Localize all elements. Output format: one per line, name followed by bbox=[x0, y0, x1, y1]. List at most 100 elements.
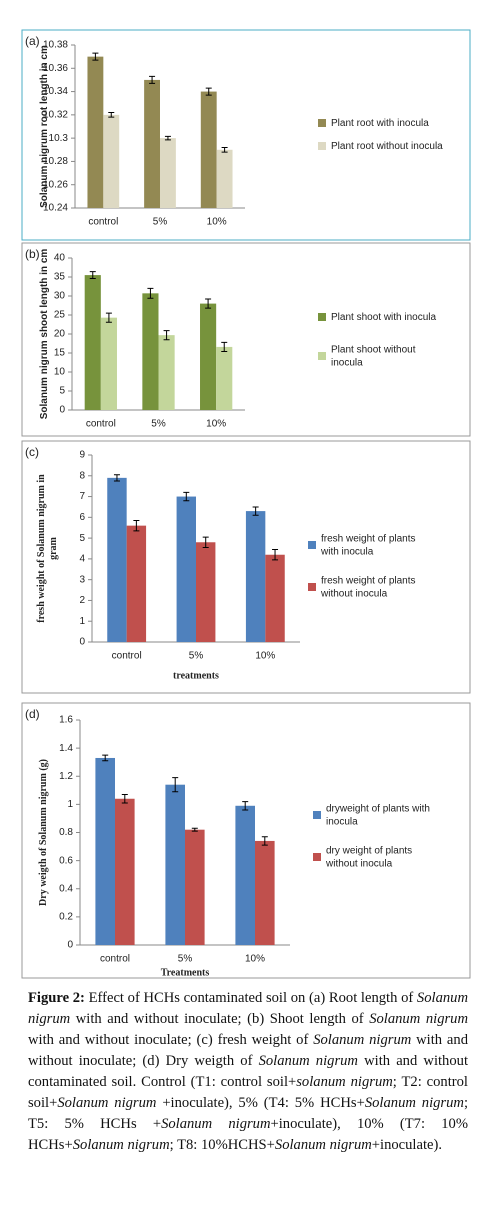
legend-swatch bbox=[318, 142, 326, 150]
x-tick-label: 5% bbox=[153, 217, 168, 228]
caption-text: Solanum nigrum bbox=[364, 1095, 464, 1111]
bar bbox=[255, 840, 275, 945]
y-tick-label: 0 bbox=[67, 940, 73, 951]
x-axis-label: Treatments bbox=[161, 967, 210, 978]
y-tick-label: 0 bbox=[59, 405, 65, 416]
caption-text: Effect of HCHs contaminated soil on (a) … bbox=[84, 990, 417, 1006]
error-bar bbox=[205, 298, 212, 309]
panel-label: (b) bbox=[25, 247, 40, 261]
figure-caption: Figure 2: Effect of HCHs contaminated so… bbox=[28, 988, 468, 1156]
caption-text: +inoculate), 10% (T7: 10% HCHs+ bbox=[28, 1116, 472, 1153]
bar bbox=[158, 335, 175, 410]
y-tick-label: 1 bbox=[67, 799, 73, 810]
y-tick-label: 15 bbox=[54, 348, 66, 359]
error-bar bbox=[221, 341, 228, 352]
y-tick-label: 35 bbox=[54, 272, 66, 283]
y-tick-label: 2 bbox=[79, 595, 85, 606]
legend-swatch bbox=[308, 583, 316, 591]
bar bbox=[200, 303, 217, 410]
caption-text: Solanum nigrum bbox=[258, 1053, 358, 1069]
x-tick-label: control bbox=[112, 651, 142, 662]
bar bbox=[87, 56, 104, 209]
legend-label: fresh weight of plants with inocula bbox=[320, 533, 416, 557]
x-tick-label: 10% bbox=[206, 419, 226, 430]
x-tick-label: control bbox=[100, 954, 130, 965]
error-bar bbox=[261, 836, 268, 846]
x-tick-label: 5% bbox=[151, 419, 166, 430]
panel-frame bbox=[21, 702, 471, 979]
legend-swatch bbox=[313, 853, 321, 861]
bar bbox=[200, 91, 217, 208]
error-bar bbox=[164, 135, 171, 141]
bar bbox=[160, 138, 176, 208]
y-tick-label: 0.2 bbox=[59, 912, 73, 923]
caption-text: ; T5: 5% HCHs + bbox=[28, 1095, 472, 1132]
bar bbox=[115, 798, 135, 945]
y-tick-label: 10.28 bbox=[43, 156, 68, 167]
error-bar bbox=[133, 519, 140, 532]
error-bar bbox=[183, 491, 190, 502]
caption-text: solanum nigrum bbox=[296, 1074, 393, 1090]
y-tick-label: 10.36 bbox=[43, 63, 68, 74]
y-tick-label: 1 bbox=[79, 616, 85, 627]
caption-text: with and without inoculate; (b) Shoot le… bbox=[70, 1011, 370, 1027]
caption-text: +inoculate), 5% (T4: 5% HCHs+ bbox=[156, 1095, 365, 1111]
bar bbox=[100, 317, 117, 410]
y-tick-label: 10.26 bbox=[43, 179, 68, 190]
caption-text: Solanum nigrum bbox=[57, 1095, 157, 1111]
y-tick-label: 10.38 bbox=[43, 40, 68, 51]
bar bbox=[165, 784, 185, 945]
y-axis-label: Solanum nigrum shoot length in cm bbox=[39, 249, 50, 420]
panel-label: (d) bbox=[25, 707, 40, 721]
y-tick-label: 0.4 bbox=[59, 883, 73, 894]
legend-label: fresh weight of plants without inocula bbox=[320, 575, 416, 599]
panel-frame bbox=[21, 440, 471, 694]
legend-swatch bbox=[318, 313, 326, 321]
error-bar bbox=[221, 146, 228, 153]
legend-swatch bbox=[313, 811, 321, 819]
panel-label: (a) bbox=[25, 34, 40, 48]
legend-label: Plant shoot without inocula bbox=[331, 344, 416, 368]
caption-text: Solanum nigrum bbox=[313, 1032, 412, 1048]
y-axis-label: Solanum nigrum root length in cm bbox=[39, 45, 50, 208]
caption-text: with and without inoculate; (d) Dry weig… bbox=[28, 1032, 472, 1069]
y-tick-label: 0.6 bbox=[59, 855, 73, 866]
x-tick-label: 10% bbox=[207, 217, 227, 228]
error-bar bbox=[121, 794, 128, 804]
caption-text: with and without inoculate; (c) fresh we… bbox=[28, 1011, 472, 1048]
y-axis-label: fresh weight of Solanum nigrum ingram bbox=[36, 474, 59, 623]
legend-swatch bbox=[308, 541, 316, 549]
bar bbox=[216, 346, 233, 410]
y-tick-label: 30 bbox=[54, 291, 66, 302]
legend-label: Plant root with inocula bbox=[331, 118, 429, 129]
caption-text: with and without contaminated soil. Cont… bbox=[28, 1053, 472, 1090]
y-tick-label: 25 bbox=[54, 310, 66, 321]
legend-swatch bbox=[318, 352, 326, 360]
caption-text: +inoculate). bbox=[371, 1137, 443, 1153]
y-tick-label: 9 bbox=[79, 450, 85, 461]
y-tick-label: 10.3 bbox=[49, 133, 69, 144]
caption-text: Figure 2: bbox=[28, 990, 85, 1006]
error-bar bbox=[89, 271, 96, 280]
y-tick-label: 10.24 bbox=[43, 203, 68, 214]
error-bar bbox=[191, 827, 198, 832]
caption-text: Solanum nigrum bbox=[161, 1116, 271, 1132]
x-tick-label: 10% bbox=[255, 651, 275, 662]
bar bbox=[245, 511, 266, 642]
bar bbox=[196, 542, 216, 642]
y-tick-label: 10.34 bbox=[43, 86, 68, 97]
y-tick-label: 20 bbox=[54, 329, 66, 340]
x-tick-label: 10% bbox=[245, 954, 265, 965]
error-bar bbox=[149, 75, 156, 84]
caption-text: ; T8: 10%HCHS+ bbox=[169, 1137, 275, 1153]
y-tick-label: 1.2 bbox=[59, 771, 73, 782]
legend-label: dryweight of plants with inocula bbox=[326, 803, 430, 827]
y-tick-label: 7 bbox=[79, 491, 85, 502]
y-tick-label: 10.32 bbox=[43, 109, 68, 120]
legend-label: dry weight of plants without inocula bbox=[325, 845, 412, 869]
bar bbox=[107, 477, 127, 642]
legend-swatch bbox=[318, 119, 326, 127]
y-tick-label: 0 bbox=[79, 637, 85, 648]
y-tick-label: 8 bbox=[79, 470, 85, 481]
